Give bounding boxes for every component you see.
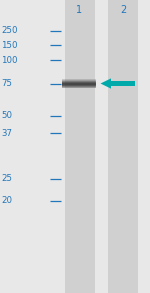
Text: 75: 75: [2, 79, 12, 88]
Text: 50: 50: [2, 111, 12, 120]
Text: 100: 100: [2, 56, 18, 64]
Text: 20: 20: [2, 196, 12, 205]
Text: 25: 25: [2, 174, 12, 183]
Text: 37: 37: [2, 129, 12, 138]
Bar: [111, 81, 135, 86]
Text: 2: 2: [120, 5, 126, 15]
Polygon shape: [100, 78, 111, 88]
Text: 250: 250: [2, 26, 18, 35]
Bar: [64, 0, 94, 293]
Bar: [108, 0, 138, 293]
Text: 150: 150: [2, 41, 18, 50]
Text: 1: 1: [76, 5, 82, 15]
